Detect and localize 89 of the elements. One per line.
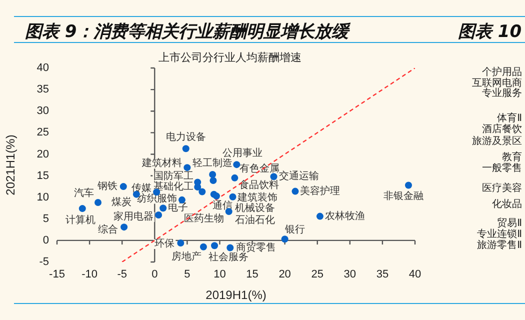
text: 图表 10 (458, 21, 522, 43)
text: 体育Ⅱ (497, 113, 522, 124)
annotation: 煤炭 (111, 196, 132, 208)
point (212, 192, 220, 200)
annotation: 环保 (154, 238, 175, 250)
annotation: 美容护理 (300, 184, 340, 197)
annotation: 食品饮料 (239, 179, 280, 192)
chart-title: 图表 9：消费等相关行业薪酬明显增长放缓 (25, 21, 349, 43)
x-tick-label: 35 (376, 268, 389, 281)
x-tick-label: -5 (117, 268, 127, 281)
point (198, 188, 206, 196)
point (281, 236, 288, 243)
x-tick-label: 5 (184, 268, 190, 281)
point (229, 193, 236, 200)
text: 化妆品 (492, 199, 522, 210)
annotation: 社会服务 (208, 251, 249, 264)
x-tick-label: 10 (214, 268, 226, 281)
point (209, 170, 216, 178)
annotation: 汽车 (74, 187, 94, 200)
annotation: 农林牧渔 (324, 210, 365, 222)
text: 医疗美容 (482, 183, 522, 194)
annotation: 公用事业 (222, 147, 263, 160)
y-tick-label: 15 (36, 170, 49, 182)
x-tick-label: -10 (82, 268, 98, 281)
point (292, 188, 299, 195)
point (182, 145, 190, 152)
point (210, 177, 217, 184)
annotation: 非银金融 (383, 190, 424, 202)
x-tick-label: 0 (152, 268, 158, 281)
annotation: 计算机 (65, 214, 96, 226)
text: 互联网电商 (472, 78, 522, 89)
text: 酒店餐饮 (482, 124, 522, 135)
text: 旅游零售Ⅱ (477, 240, 522, 251)
y-tick-label: 5 (42, 212, 49, 225)
annotation: 钢铁 (96, 180, 118, 192)
y-tick-label: 25 (36, 126, 49, 139)
annotation: 建筑装饰 (236, 191, 278, 204)
point (78, 205, 86, 212)
point (94, 199, 102, 206)
text: 旅游及景区 (472, 136, 522, 147)
point (184, 164, 191, 172)
y-tick-label: 20 (36, 148, 49, 160)
y-tick-label: 40 (36, 62, 49, 74)
annotation: 房地产 (171, 250, 202, 263)
annotation: 商贸零售 (236, 241, 276, 254)
point (211, 242, 218, 250)
point (231, 174, 238, 182)
annotation: 传媒 (132, 182, 152, 194)
point (120, 224, 128, 231)
point (155, 212, 162, 219)
text: 个护用品 (482, 67, 522, 78)
x-tick-label: 30 (344, 268, 356, 281)
annotation: 电力设备 (166, 131, 206, 144)
x-axis-title: 2019H1(%) (206, 288, 266, 302)
point (404, 182, 412, 189)
point (316, 212, 324, 220)
annotation: 综合 (98, 224, 118, 236)
point (200, 243, 207, 250)
annotation: 机械设备 (234, 202, 275, 214)
x-tick-label: -15 (49, 268, 65, 281)
text: 一般零售 (482, 163, 522, 174)
point (160, 204, 167, 212)
point (226, 244, 234, 252)
annotation: 银行 (284, 224, 305, 236)
annotation: 有色金属 (240, 162, 280, 175)
annotation: 石油石化 (234, 214, 275, 226)
annotation: 交通运输 (278, 170, 319, 182)
y-tick-label: -5 (39, 256, 49, 268)
y-tick-label: 30 (36, 105, 49, 118)
point (120, 183, 127, 190)
x-tick-label: 40 (408, 268, 422, 281)
y-tick-label: 0 (42, 234, 49, 246)
point (233, 161, 240, 168)
y-axis-title: 2021H1(%) (4, 134, 18, 196)
text: 教育 (502, 152, 522, 163)
annotation: 国防军工 (154, 170, 194, 182)
annotation: 建筑材料 (141, 157, 182, 170)
chart-subtitle: 上市公司分行业人均薪酬增速 (158, 50, 302, 65)
y-tick-label: 10 (36, 191, 49, 204)
point (177, 240, 184, 247)
x-tick-label: 20 (278, 268, 291, 281)
text: 专业服务 (482, 88, 522, 99)
text: 专业连锁Ⅱ (477, 229, 522, 240)
x-tick-label: 25 (311, 268, 324, 281)
annotation: 医药生物 (184, 212, 224, 225)
annotation: 轻工制造 (192, 157, 233, 170)
text: 贸易Ⅱ (497, 218, 522, 229)
x-tick-label: 15 (246, 268, 258, 281)
y-tick-label: 35 (36, 84, 49, 96)
